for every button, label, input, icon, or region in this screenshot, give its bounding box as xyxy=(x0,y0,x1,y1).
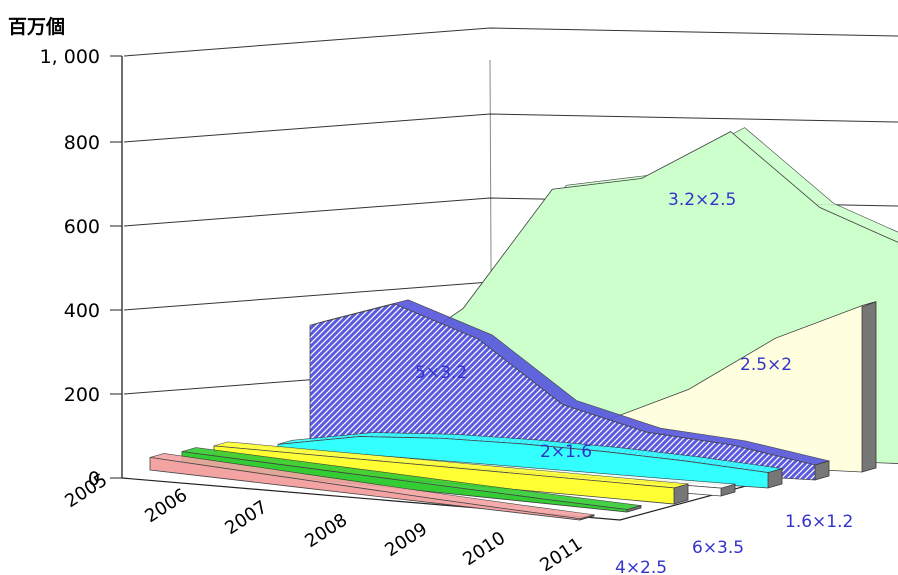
y-tick-label: 600 xyxy=(64,216,100,238)
series-name-label: 2×1.6 xyxy=(540,442,592,462)
y-tick-label: 800 xyxy=(64,132,100,154)
series-name-label: 5×3.2 xyxy=(415,363,467,383)
x-tick-label: 2006 xyxy=(141,485,191,528)
y-tick-label: 200 xyxy=(64,384,100,406)
x-tick-label: 2011 xyxy=(536,534,586,575)
gridline xyxy=(123,113,898,143)
depth-axis-label: 6×3.5 xyxy=(692,538,744,558)
series-layer xyxy=(149,127,898,521)
y-tick-label: 0 xyxy=(88,468,100,490)
x-tick-label: 2009 xyxy=(381,519,431,562)
y-unit-label: 百万個 xyxy=(8,16,66,38)
series-name-label: 3.2×2.5 xyxy=(668,190,736,210)
series-name-label: 2.5×2 xyxy=(740,355,792,375)
y-tick-label: 1, 000 xyxy=(40,46,100,68)
depth-axis-label: 1.6×1.2 xyxy=(785,512,853,532)
series-area xyxy=(149,456,581,521)
x-tick-label: 2007 xyxy=(221,497,271,540)
series-side-face xyxy=(861,301,877,473)
x-tick-label: 2010 xyxy=(459,528,509,571)
x-tick-label: 2008 xyxy=(301,510,351,553)
x-tick-label: 2005 xyxy=(61,470,111,513)
gridline xyxy=(123,27,898,57)
y-tick-label: 400 xyxy=(64,300,100,322)
depth-axis-label: 4×2.5 xyxy=(615,558,667,575)
